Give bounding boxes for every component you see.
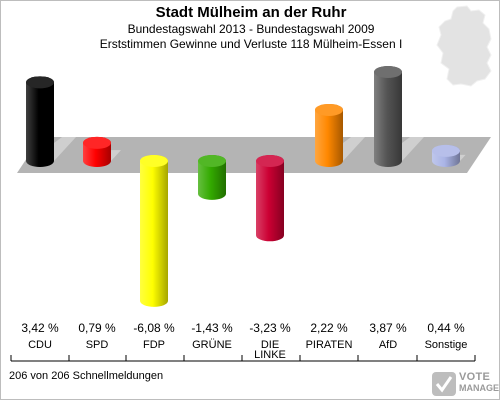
bar-cap xyxy=(374,65,402,78)
data-label: 0,79 % xyxy=(78,321,116,335)
chart-title: Stadt Mülheim an der Ruhr xyxy=(155,4,347,21)
chart-subtitle: Bundestagswahl 2013 - Bundestagswahl 200… xyxy=(127,22,375,36)
bar-cap xyxy=(83,136,111,149)
category-label: GRÜNE xyxy=(192,339,232,351)
category-label: DIE xyxy=(261,339,279,351)
data-label: 2,22 % xyxy=(310,321,348,335)
bar-fdp xyxy=(140,155,168,307)
bar-cap xyxy=(256,155,284,167)
votemanager-logo-icon xyxy=(432,372,456,396)
bar-afd xyxy=(374,65,402,167)
category-label: AfD xyxy=(379,339,397,351)
category-label: CDU xyxy=(28,339,52,351)
logo-text-manager: MANAGER xyxy=(459,383,499,393)
category-label: Sonstige xyxy=(425,339,468,351)
category-label: PIRATEN xyxy=(306,339,353,351)
category-label: SPD xyxy=(86,339,109,351)
data-label: 3,87 % xyxy=(369,321,407,335)
data-label: 0,44 % xyxy=(427,321,465,335)
bar-die-linke xyxy=(256,155,284,242)
bar-cdu xyxy=(26,76,54,167)
category-label: FDP xyxy=(143,339,165,351)
votemanager-logo: VOTE MANAGER xyxy=(429,369,499,399)
category-label: LINKE xyxy=(254,349,286,361)
bar-cap xyxy=(432,144,460,157)
bar-grüne xyxy=(198,155,226,200)
data-label: -1,43 % xyxy=(191,321,233,335)
data-label: -3,23 % xyxy=(249,321,291,335)
germany-map-icon xyxy=(436,5,492,87)
bar-cap xyxy=(315,103,343,116)
logo-text-vote: VOTE xyxy=(459,371,491,383)
chart-subtitle-2: Erststimmen Gewinne und Verluste 118 Mül… xyxy=(99,37,403,51)
bar-cap xyxy=(140,155,168,167)
bar-piraten xyxy=(315,103,343,167)
data-label: 3,42 % xyxy=(21,321,59,335)
zero-plane xyxy=(17,137,491,173)
bar-cap xyxy=(198,155,226,167)
bar-cap xyxy=(26,76,54,89)
footer-text: 206 von 206 Schnellmeldungen xyxy=(9,370,164,382)
data-label: -6,08 % xyxy=(133,321,175,335)
